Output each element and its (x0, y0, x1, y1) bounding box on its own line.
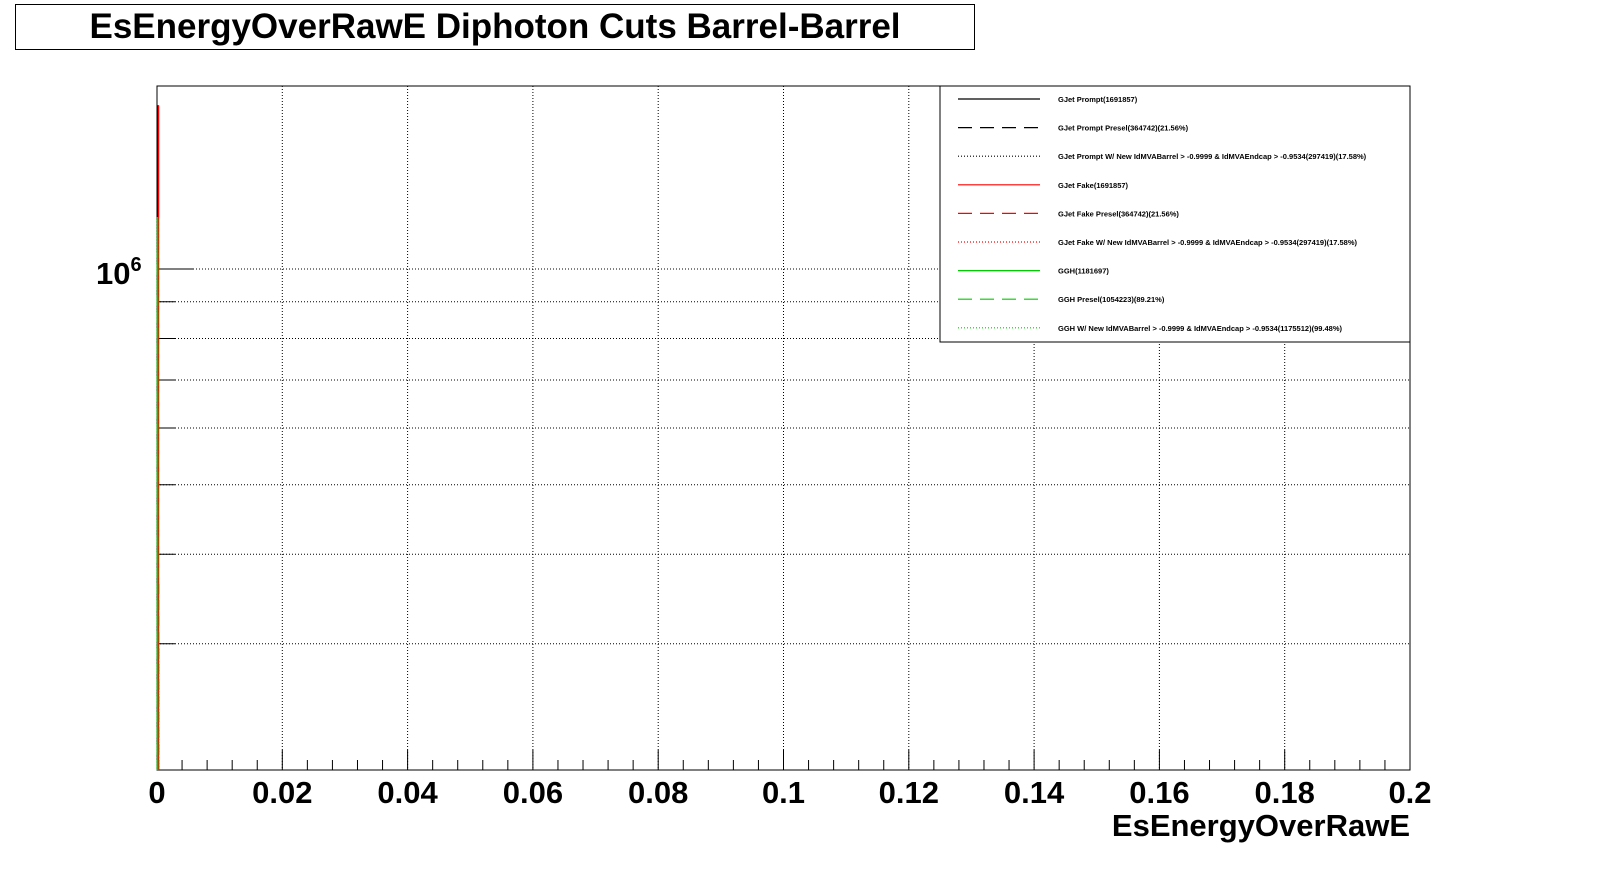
series-lines (156, 105, 160, 770)
legend-entry: GJet Prompt W/ New IdMVABarrel > -0.9999… (1058, 152, 1367, 161)
legend-entry: GGH Presel(1054223)(89.21%) (1058, 295, 1165, 304)
axis-ticks (156, 268, 1411, 771)
x-tick-label: 0.04 (377, 775, 438, 810)
chart-title: EsEnergyOverRawE Diphoton Cuts Barrel-Ba… (89, 7, 901, 46)
x-tick-label: 0.02 (252, 775, 312, 810)
x-tick-label: 0.06 (503, 775, 563, 810)
tick-labels: 0 0.02 0.04 0.06 0.08 0.1 0.12 0.14 0.16 0.18 0.2 1… (96, 254, 1432, 810)
legend-box (939, 85, 1411, 343)
x-tick-label: 0.12 (879, 775, 939, 810)
x-tick-label: 0.16 (1129, 775, 1189, 810)
x-axis-label: EsEnergyOverRawE (1112, 808, 1410, 843)
x-tick-label: 0.08 (628, 775, 688, 810)
chart-title-box: EsEnergyOverRawE Diphoton Cuts Barrel-Ba… (15, 4, 975, 50)
legend: GJet Prompt(1691857) GJet Prompt Presel(3… (939, 85, 1411, 343)
x-tick-label: 0.18 (1255, 775, 1315, 810)
legend-entry: GJet Prompt(1691857) (1058, 95, 1138, 104)
legend-entry: GJet Fake(1691857) (1058, 181, 1129, 190)
legend-entry: GJet Fake Presel(364742)(21.56%) (1058, 209, 1179, 218)
x-tick-label: 0.14 (1004, 775, 1065, 810)
legend-entry: GGH(1181697) (1058, 267, 1109, 276)
x-tick-label: 0 (148, 775, 165, 810)
legend-entry: GJet Fake W/ New IdMVABarrel > -0.9999 &… (1058, 238, 1358, 247)
legend-entry: GJet Prompt Presel(364742)(21.56%) (1058, 124, 1189, 133)
x-tick-label: 0.2 (1388, 775, 1431, 810)
legend-entry: GGH W/ New IdMVABarrel > -0.9999 & IdMVA… (1058, 324, 1343, 333)
y-tick-label: 106 (96, 254, 142, 291)
x-tick-label: 0.1 (762, 775, 805, 810)
